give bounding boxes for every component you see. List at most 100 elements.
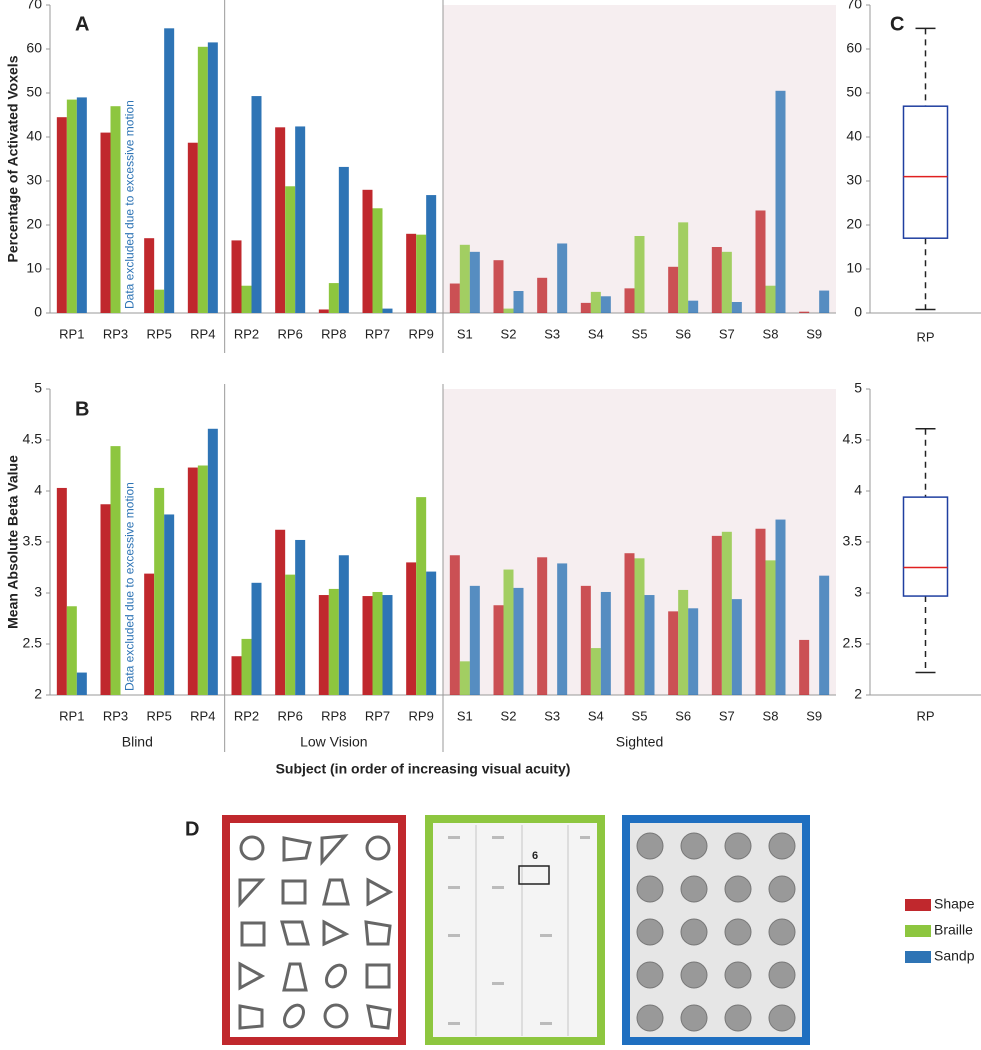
bar xyxy=(76,672,87,695)
x-tick-label: RP7 xyxy=(365,708,390,723)
y-tick-label: 50 xyxy=(846,84,862,100)
bar xyxy=(513,291,524,313)
bar xyxy=(634,558,645,695)
bar xyxy=(513,587,524,695)
panel-label: D xyxy=(185,818,199,840)
bar xyxy=(110,106,121,313)
bar xyxy=(503,569,514,695)
bar xyxy=(416,497,427,695)
y-tick-label: 4.5 xyxy=(23,431,43,447)
x-tick-label: RP5 xyxy=(147,326,172,341)
x-tick-label: RP4 xyxy=(190,326,215,341)
bar xyxy=(338,166,349,313)
bar xyxy=(187,467,198,695)
sandpaper-disc xyxy=(636,961,664,989)
y-tick-label: 4 xyxy=(34,482,42,498)
bar xyxy=(251,582,262,695)
bar xyxy=(207,42,218,314)
bar xyxy=(765,285,776,313)
x-tick-label: S3 xyxy=(544,326,560,341)
y-axis-title: Percentage of Activated Voxels xyxy=(5,55,21,262)
bar xyxy=(469,585,480,695)
sandpaper-disc xyxy=(724,961,752,989)
x-tick-label: S5 xyxy=(632,326,648,341)
legend-label: Braille xyxy=(934,922,973,938)
sandpaper-disc xyxy=(680,918,708,946)
bar xyxy=(449,283,460,313)
sandpaper-disc xyxy=(724,832,752,860)
sandpaper-disc xyxy=(768,961,796,989)
x-tick-label: S8 xyxy=(763,708,779,723)
bar xyxy=(416,234,427,313)
bar xyxy=(318,309,329,313)
bar xyxy=(580,585,591,695)
sandpaper-disc xyxy=(724,875,752,903)
y-tick-label: 10 xyxy=(26,260,42,276)
annotation: Data excluded due to excessive motion xyxy=(123,100,137,309)
y-axis-title: Mean Absolute Beta Value xyxy=(5,455,21,629)
x-tick-label: RP2 xyxy=(234,708,259,723)
x-tick-label: S6 xyxy=(675,326,691,341)
bar xyxy=(187,142,198,313)
x-tick-label: S6 xyxy=(675,708,691,723)
y-tick-label: 60 xyxy=(846,40,862,56)
x-tick-label: S2 xyxy=(501,708,517,723)
x-tick-label: RP1 xyxy=(59,326,84,341)
panel-label: B xyxy=(75,398,89,420)
bar xyxy=(711,247,722,313)
sandpaper-disc xyxy=(768,1004,796,1032)
x-tick-label: S4 xyxy=(588,326,604,341)
x-tick-label: RP9 xyxy=(409,326,434,341)
bar xyxy=(459,244,470,313)
y-tick-label: 5 xyxy=(34,380,42,396)
bar xyxy=(197,465,208,695)
bar xyxy=(144,573,155,695)
sandpaper-disc xyxy=(636,918,664,946)
bar xyxy=(755,528,766,695)
x-tick-label: S5 xyxy=(632,708,648,723)
bar xyxy=(164,28,175,313)
bar xyxy=(688,608,699,695)
bar xyxy=(66,606,77,695)
bar xyxy=(459,661,470,695)
legend-swatch xyxy=(905,899,931,911)
x-tick-label: S1 xyxy=(457,708,473,723)
y-tick-label: 20 xyxy=(846,216,862,232)
braille-number: 6 xyxy=(532,850,538,862)
x-tick-label: RP xyxy=(916,329,934,344)
sandpaper-disc xyxy=(680,832,708,860)
x-tick-label: RP8 xyxy=(321,326,346,341)
sandpaper-disc xyxy=(636,875,664,903)
y-tick-label: 40 xyxy=(26,128,42,144)
bar xyxy=(295,539,306,695)
y-tick-label: 20 xyxy=(26,216,42,232)
bar xyxy=(110,446,121,695)
bar xyxy=(799,639,810,695)
bar xyxy=(775,519,786,695)
y-tick-label: 3 xyxy=(854,584,862,600)
bar xyxy=(406,562,417,695)
legend-label: Shape xyxy=(934,896,975,912)
bar xyxy=(362,189,373,313)
bar xyxy=(382,595,393,695)
legend-swatch xyxy=(905,951,931,963)
group-label: Blind xyxy=(122,734,153,750)
x-tick-label: RP1 xyxy=(59,708,84,723)
bar xyxy=(154,487,165,695)
x-tick-label: RP xyxy=(916,708,934,723)
bar xyxy=(318,595,329,695)
bar xyxy=(164,514,175,695)
y-tick-label: 4 xyxy=(854,482,862,498)
bar xyxy=(56,487,67,695)
bar xyxy=(775,90,786,313)
bar xyxy=(241,285,252,313)
legend-label: Sandp xyxy=(934,948,975,964)
bar xyxy=(678,222,689,313)
bar xyxy=(231,656,242,695)
bar xyxy=(328,588,339,695)
x-tick-label: RP7 xyxy=(365,326,390,341)
bar xyxy=(328,283,339,313)
y-tick-label: 70 xyxy=(846,0,862,12)
bar xyxy=(449,555,460,695)
y-tick-label: 40 xyxy=(846,128,862,144)
